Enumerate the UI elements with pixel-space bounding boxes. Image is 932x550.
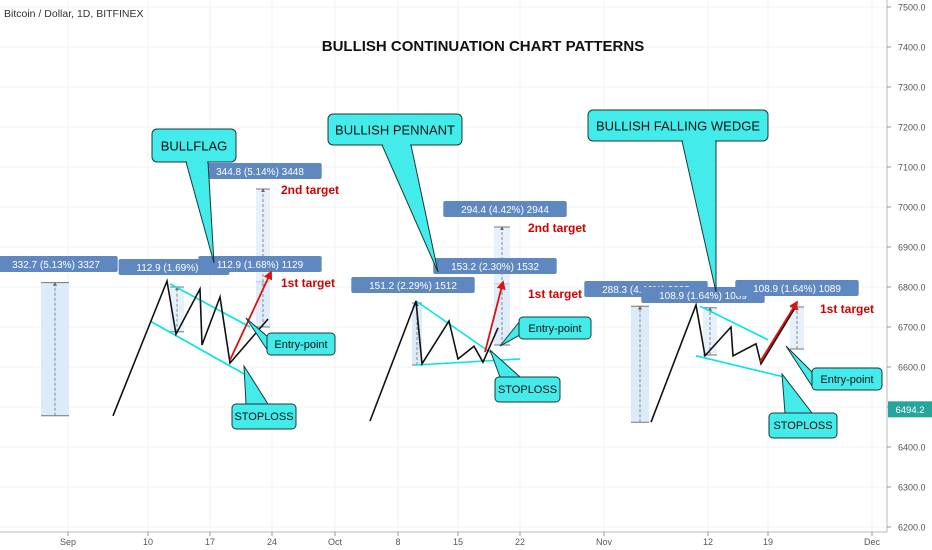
measure-label: 108.9 (1.64%) 1089 [659, 291, 747, 302]
x-tick-label: 12 [703, 537, 713, 547]
breakout-arrow [759, 300, 798, 363]
entry-box [811, 367, 883, 391]
measure-label-box [0, 256, 118, 272]
pattern-top-line [169, 283, 251, 328]
measure-label: 112.9 (1.69%) 11 [136, 263, 212, 274]
x-axis: Sep 10 17 24 Oct 8 15 22 Nov 12 19 Dec [0, 531, 887, 547]
price-path [112, 278, 269, 417]
y-tick-label: 6800.0 [898, 283, 926, 293]
first-target-label: 1st target [820, 302, 874, 316]
stop-pointer [489, 349, 522, 378]
stop-box [231, 403, 297, 430]
callout-pointer [681, 140, 717, 293]
stop-pointer [243, 364, 269, 405]
callout-pointer [381, 144, 439, 273]
measure-label: 151.2 (2.29%) 1512 [369, 281, 457, 292]
entry-label: Entry-point [274, 339, 327, 351]
y-tick-label: 7400.0 [898, 43, 926, 53]
y-tick-label: 7300.0 [898, 83, 926, 93]
last-price-label: 6494.2 [895, 405, 924, 416]
pattern-2: 288.3 (4.46%) 2883108.9 (1.64%) 1089108.… [584, 109, 883, 439]
second-target-label: 2nd target [281, 183, 339, 197]
pattern-0: 332.7 (5.13%) 3327 112.9 (1.69%) 11 112.9 … [0, 128, 339, 430]
breakout-arrow [229, 270, 273, 361]
measure-label: 344.8 (5.14%) 3448 [216, 167, 304, 178]
callout-box [587, 109, 769, 142]
x-tick-label: Sep [60, 537, 76, 547]
measure-label: 112.9 (1.68%) 1129 [217, 260, 304, 271]
last-price-badge [888, 401, 932, 418]
stop-box [768, 412, 838, 439]
pattern-layer: 332.7 (5.13%) 3327 112.9 (1.69%) 11 112.9 … [0, 109, 883, 439]
measure-label: 153.2 (2.30%) 1532 [451, 262, 539, 273]
entry-pointer [785, 345, 813, 388]
measure-label-box [198, 256, 322, 272]
callout-label: BULLFLAG [161, 139, 227, 154]
y-tick-label: 6900.0 [898, 243, 926, 253]
pattern-1: 151.2 (2.29%) 1512 153.2 (2.30%) 1532 294.… [327, 113, 592, 422]
pattern-top-line [699, 305, 769, 341]
measure-label: 108.9 (1.64%) 1089 [753, 284, 841, 295]
x-tick-label: Oct [328, 537, 343, 547]
y-axis: 7500.0 7400.0 7300.0 7200.0 7100.0 7000.0 6900… [886, 0, 932, 533]
entry-box [266, 332, 336, 356]
x-tick-label: 24 [267, 537, 277, 547]
breakout-arrow [484, 280, 506, 353]
first-target-label: 1st target [281, 276, 335, 290]
x-tick-label: 19 [763, 537, 773, 547]
measure-label-box [351, 277, 475, 293]
measure-label: 294.4 (4.42%) 2944 [461, 205, 549, 216]
target-range [703, 307, 717, 355]
stop-box [494, 376, 561, 403]
x-tick-label: Nov [596, 537, 613, 547]
x-tick-label: 22 [515, 537, 525, 547]
price-path [650, 302, 797, 423]
first-target-label: 1st target [528, 287, 582, 301]
second-target-label: 2nd target [528, 221, 586, 235]
y-tick-label: 7000.0 [898, 203, 926, 213]
y-tick-label: 6200.0 [898, 523, 926, 533]
y-tick-label: 6400.0 [898, 443, 926, 453]
y-tick-label: 6600.0 [898, 363, 926, 373]
callout-joint [683, 139, 715, 142]
x-tick-label: 15 [453, 537, 463, 547]
callout-label: BULLISH PENNANT [335, 123, 455, 138]
measure-label-box [735, 280, 859, 296]
x-tick-label: Dec [864, 537, 881, 547]
x-tick-label: 8 [395, 537, 400, 547]
stop-label: STOPLOSS [234, 411, 293, 423]
stop-label: STOPLOSS [773, 420, 832, 432]
callout-joint [383, 143, 410, 146]
measure-label-box [433, 258, 557, 274]
callout-joint [187, 160, 207, 163]
measure-label-box [443, 201, 567, 217]
y-tick-label: 7100.0 [898, 163, 926, 173]
callout-label: BULLISH FALLING WEDGE [596, 119, 760, 134]
y-tick-label: 6300.0 [898, 483, 926, 493]
y-tick-label: 6700.0 [898, 323, 926, 333]
entry-label: Entry-point [820, 374, 873, 386]
entry-label: Entry-point [528, 323, 581, 335]
stop-label: STOPLOSS [498, 384, 557, 396]
x-tick-label: 17 [205, 537, 215, 547]
measure-label: 332.7 (5.13%) 3327 [12, 260, 100, 271]
x-tick-label: 10 [143, 537, 153, 547]
entry-box [518, 316, 592, 340]
pattern-bottom-line [149, 320, 247, 376]
pattern-bottom-line [415, 358, 521, 366]
measure-label-box [198, 163, 322, 179]
symbol-header: Bitcoin / Dollar, 1D, BITFINEX [4, 8, 143, 20]
y-tick-label: 7500.0 [898, 3, 926, 13]
chart-title: BULLISH CONTINUATION CHART PATTERNS [322, 38, 644, 55]
price-path [369, 300, 499, 422]
pattern-bottom-line [695, 355, 785, 378]
measure-label-box [641, 287, 765, 303]
pattern-top-line [415, 300, 498, 358]
y-tick-label: 7200.0 [898, 123, 926, 133]
